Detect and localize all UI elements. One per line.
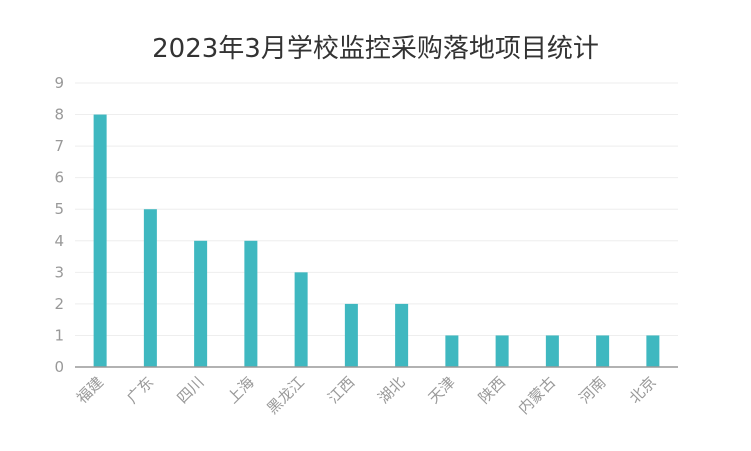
x-category-label: 福建 — [73, 373, 107, 407]
x-category-label: 江西 — [324, 373, 358, 407]
bar-3 — [244, 240, 258, 367]
y-tick-label: 8 — [54, 106, 64, 124]
bar-6 — [395, 303, 409, 367]
x-category-label: 广东 — [123, 373, 157, 407]
x-category-label: 陕西 — [475, 373, 509, 407]
bar-5 — [344, 303, 358, 367]
bar-1 — [143, 209, 157, 367]
x-category-label: 四川 — [174, 373, 208, 407]
y-tick-label: 7 — [54, 137, 64, 155]
y-tick-label: 3 — [54, 263, 64, 281]
bars — [93, 114, 660, 367]
bar-8 — [495, 335, 509, 367]
x-category-label: 河南 — [576, 373, 610, 407]
x-category-label: 上海 — [224, 373, 258, 407]
y-tick-label: 0 — [54, 358, 64, 376]
x-category-label: 湖北 — [375, 373, 409, 407]
bar-4 — [294, 272, 308, 367]
y-tick-label: 5 — [54, 200, 64, 218]
bar-2 — [194, 240, 208, 367]
grid-lines — [75, 82, 678, 336]
x-axis-labels: 福建 广东 四川 上海 黑龙江 江西 湖北 天津 陕西 内蒙古 河南 北京 — [73, 373, 660, 418]
y-tick-label: 4 — [54, 232, 64, 250]
y-axis-ticks: 0 1 2 3 4 5 6 7 8 9 — [54, 74, 64, 376]
x-category-label: 天津 — [425, 373, 459, 407]
y-tick-label: 9 — [54, 74, 64, 92]
chart-title: 2023年3月学校监控采购落地项目统计 — [152, 34, 599, 64]
bar-7 — [445, 335, 459, 367]
x-category-label: 北京 — [626, 373, 660, 407]
bar-11 — [646, 335, 660, 367]
y-tick-label: 6 — [54, 169, 64, 187]
bar-10 — [596, 335, 610, 367]
y-tick-label: 1 — [54, 326, 64, 344]
x-category-label: 黑龙江 — [263, 373, 308, 418]
bar-9 — [545, 335, 559, 367]
y-tick-label: 2 — [54, 295, 64, 313]
x-category-label: 内蒙古 — [515, 373, 560, 418]
bar-0 — [93, 114, 107, 367]
